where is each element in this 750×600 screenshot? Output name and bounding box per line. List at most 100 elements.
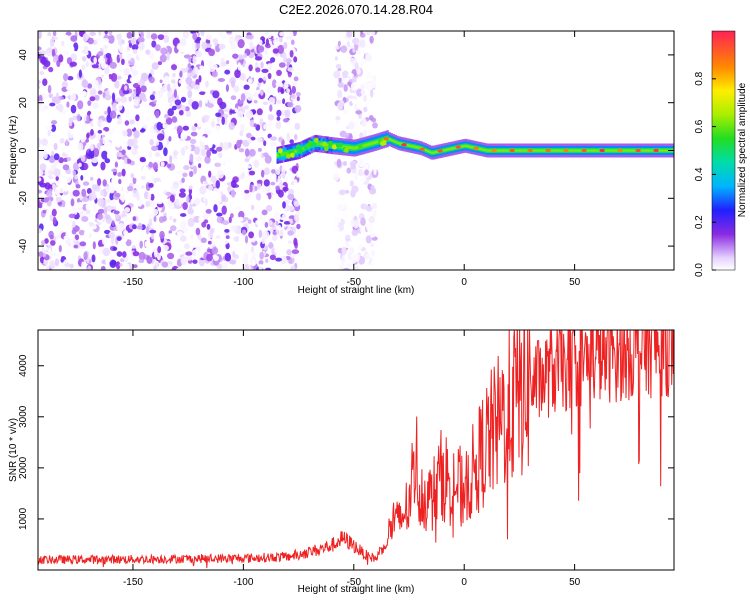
spectrogram-signal-cell	[466, 145, 469, 148]
spectrogram-noise-cell	[280, 255, 287, 264]
spectrogram-noise-cell	[242, 217, 249, 221]
spectrogram-noise-cell	[139, 156, 146, 162]
spectrogram-signal-cell	[400, 142, 403, 146]
spectrogram-noise-cell	[58, 157, 64, 164]
spectrogram-noise-cell	[234, 69, 241, 79]
spectrogram-signal-cell	[278, 153, 281, 157]
spectrogram-noise-cell	[334, 56, 338, 61]
spectrogram-noise-cell	[267, 63, 273, 71]
spectrogram-signal-cell	[288, 151, 291, 155]
spectrogram-noise-cell	[258, 264, 263, 270]
spectrogram-noise-cell	[232, 250, 236, 257]
spectrogram-noise-cell	[233, 85, 240, 93]
spectrogram-noise-cell	[104, 229, 111, 235]
spectrogram-noise-cell	[354, 172, 358, 181]
spectrogram-noise-cell	[118, 37, 122, 46]
x-tick-label: -50	[347, 577, 362, 588]
spectrogram-noise-cell	[114, 212, 120, 220]
spectrogram-noise-cell	[124, 207, 131, 213]
spectrogram-noise-cell	[356, 88, 363, 97]
spectrogram-noise-cell	[176, 170, 184, 175]
spectrogram-noise-cell	[172, 72, 176, 78]
spectrogram-noise-cell	[183, 243, 190, 250]
spectrogram-signal-cell	[666, 149, 669, 152]
spectrogram-noise-cell	[113, 210, 120, 215]
spectrogram-noise-cell	[121, 58, 125, 65]
spectrogram-noise-cell	[257, 147, 262, 152]
spectrogram-noise-cell	[338, 194, 344, 204]
spectrogram-noise-cell	[120, 96, 128, 103]
spectrogram-peak-cell	[527, 148, 534, 153]
spectrogram-noise-cell	[239, 73, 246, 81]
y-tick-label: -20	[18, 191, 29, 206]
spectrogram-noise-cell	[287, 101, 294, 108]
spectrogram-noise-cell	[131, 44, 139, 51]
spectrogram-noise-cell	[233, 132, 238, 137]
spectrogram-noise-cell	[161, 261, 169, 268]
spectrogram-noise-cell	[57, 103, 64, 113]
spectrogram-noise-cell	[70, 104, 77, 114]
spectrogram-noise-cell	[74, 83, 80, 91]
spectrogram-noise-cell	[340, 45, 348, 53]
spectrogram-noise-cell	[73, 162, 80, 172]
spectrogram-noise-cell	[45, 35, 53, 41]
spectrogram-noise-cell	[105, 214, 111, 220]
spectrogram-noise-cell	[292, 31, 297, 37]
spectrogram-noise-cell	[160, 100, 165, 110]
spectrogram-noise-cell	[125, 50, 131, 55]
spectrogram-noise-cell	[240, 162, 245, 168]
spectrogram-noise-cell	[156, 193, 162, 197]
spectrogram-noise-cell	[65, 31, 72, 36]
spectrogram-noise-cell	[368, 115, 374, 121]
spectrogram-noise-cell	[43, 252, 47, 258]
spectrogram-noise-cell	[151, 208, 159, 216]
spectrogram-signal-cell	[612, 149, 615, 152]
spectrogram-noise-cell	[244, 263, 250, 270]
y-tick-label: 3000	[18, 405, 29, 428]
spectrogram-noise-cell	[283, 221, 291, 225]
spectrogram-noise-cell	[278, 62, 286, 68]
spectrogram-noise-cell	[46, 208, 51, 217]
spectrogram-signal-cell	[396, 141, 399, 144]
spectrogram-noise-cell	[349, 180, 354, 187]
spectrogram-noise-cell	[64, 262, 71, 267]
spectrogram-noise-cell	[358, 244, 363, 250]
spectrogram-noise-cell	[273, 38, 280, 46]
spectrogram-noise-cell	[242, 229, 247, 236]
spectrogram-noise-cell	[131, 149, 138, 155]
spectrogram-noise-cell	[109, 61, 117, 69]
spectrogram-noise-cell	[48, 157, 56, 163]
spectrogram-noise-cell	[135, 114, 140, 122]
spectrogram-noise-cell	[364, 81, 372, 91]
spectrogram-noise-cell	[85, 203, 93, 211]
spectrogram-noise-cell	[182, 125, 189, 131]
spectrogram-noise-cell	[278, 136, 283, 143]
spectrogram-noise-cell	[136, 202, 142, 207]
spectrogram-noise-cell	[83, 45, 89, 55]
spectrogram-noise-cell	[154, 152, 161, 157]
spectrogram-signal-cell	[370, 142, 373, 146]
spectrogram-noise-cell	[262, 101, 269, 105]
spectrogram-noise-cell	[373, 167, 377, 176]
spectrogram-noise-cell	[152, 162, 158, 171]
spectrogram-noise-cell	[224, 69, 231, 75]
spectrogram-noise-cell	[87, 83, 93, 89]
spectrogram-noise-cell	[185, 255, 193, 261]
spectrogram-noise-cell	[137, 181, 144, 186]
spectrogram-noise-cell	[105, 52, 112, 59]
spectrogram-noise-cell	[41, 240, 46, 246]
spectrogram-signal-cell	[514, 149, 517, 152]
spectrogram-signal-cell	[570, 149, 573, 152]
spectrogram-noise-cell	[241, 172, 245, 179]
spectrogram-noise-cell	[115, 97, 121, 103]
spectrogram-noise-cell	[129, 119, 135, 125]
y-tick-label: 40	[18, 49, 29, 61]
spectrogram-signal-cell	[390, 139, 393, 142]
spectrogram-noise-cell	[288, 188, 295, 196]
spectrogram-noise-cell	[181, 147, 186, 156]
spectrogram-signal-cell	[290, 150, 293, 154]
spectrogram-noise-cell	[211, 64, 218, 70]
spectrogram-noise-cell	[90, 194, 97, 200]
snr-panel: -150 -100 -50 0 50 1000 2000 3000 4000 Height o…	[8, 329, 675, 595]
spectrogram-noise-cell	[66, 101, 70, 108]
